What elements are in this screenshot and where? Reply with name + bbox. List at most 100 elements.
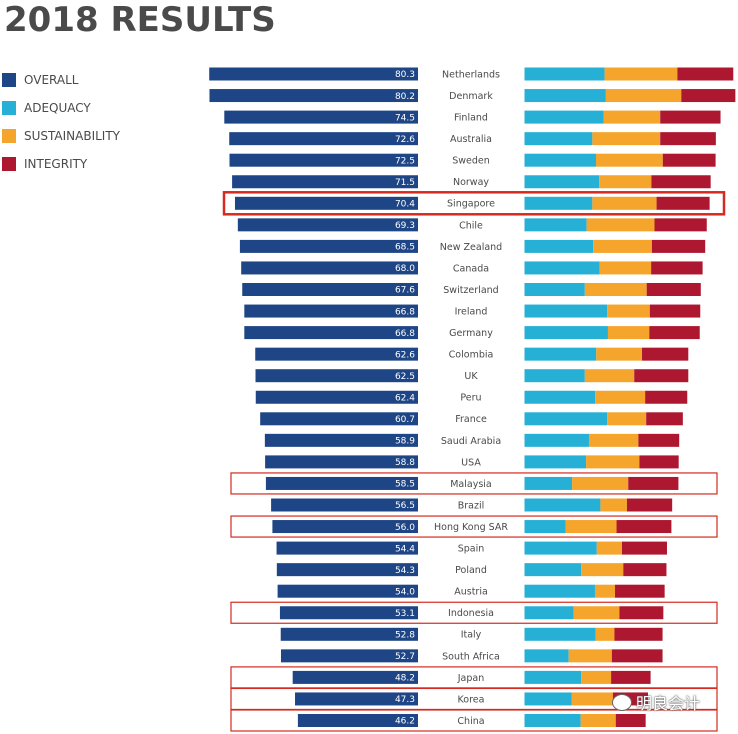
overall-value-label: 56.5 [395, 501, 415, 511]
overall-value-label: 67.6 [395, 286, 415, 296]
adequacy-segment-germany [524, 326, 608, 340]
adequacy-segment-indonesia [524, 606, 574, 620]
country-label-spain: Spain [458, 544, 485, 555]
overall-bar-canada [241, 261, 418, 275]
sustainability-segment-singapore [592, 196, 657, 210]
integrity-segment-south-africa [611, 649, 663, 663]
adequacy-segment-australia [524, 132, 593, 146]
integrity-segment-denmark [681, 89, 736, 103]
overall-bar-hong-kong-sar [272, 520, 418, 534]
overall-bar-singapore [234, 196, 418, 210]
overall-bar-saudi-arabia [264, 433, 418, 447]
adequacy-segment-sweden [524, 153, 596, 167]
adequacy-segment-korea [524, 692, 572, 706]
adequacy-segment-colombia [524, 347, 597, 361]
legend-label-sustainability: SUSTAINABILITY [24, 129, 121, 143]
integrity-segment-spain [622, 541, 667, 555]
adequacy-segment-usa [524, 455, 587, 469]
overall-value-label: 62.4 [395, 393, 415, 403]
integrity-segment-switzerland [646, 283, 701, 296]
overall-bar-colombia [255, 347, 418, 361]
overall-bar-ireland [244, 304, 418, 318]
country-label-norway: Norway [453, 177, 489, 188]
highlight-box-china [230, 709, 718, 732]
integrity-segment-poland [623, 563, 667, 577]
highlight-box-malaysia [230, 472, 718, 495]
integrity-segment-hong-kong-sar [616, 520, 672, 534]
page-title: 2018 RESULTS [4, 0, 276, 40]
overall-bar-china [297, 714, 418, 727]
overall-value-label: 71.5 [395, 178, 415, 188]
country-label-france: France [455, 414, 487, 425]
watermark: 明良会计 [612, 690, 700, 714]
country-label-sweden: Sweden [452, 156, 490, 167]
overall-bar-germany [244, 326, 418, 340]
country-label-usa: USA [461, 457, 481, 468]
overall-bar-south-africa [280, 649, 418, 663]
sustainability-segment-sweden [596, 153, 663, 167]
overall-bar-chile [237, 218, 418, 232]
adequacy-segment-brazil [524, 498, 601, 512]
country-label-malaysia: Malaysia [450, 479, 492, 490]
sustainability-segment-chile [586, 218, 655, 232]
overall-value-label: 60.7 [395, 415, 415, 425]
overall-value-label: 54.4 [395, 544, 415, 554]
legend-item-overall: OVERALL [2, 66, 120, 94]
overall-bar-korea [295, 692, 418, 706]
legend-swatch-integrity [2, 157, 16, 171]
adequacy-segment-malaysia [524, 476, 573, 490]
adequacy-segment-south-africa [524, 649, 569, 663]
integrity-segment-malaysia [628, 476, 679, 490]
country-label-hong-kong-sar: Hong Kong SAR [434, 522, 508, 533]
legend-label-adequacy: ADEQUACY [24, 101, 91, 115]
overall-value-label: 53.1 [395, 609, 415, 619]
overall-bar-spain [276, 541, 418, 555]
country-label-new-zealand: New Zealand [440, 242, 502, 253]
sustainability-segment-new-zealand [593, 239, 652, 253]
highlight-box-indonesia [230, 601, 718, 624]
overall-value-label: 47.3 [395, 695, 415, 705]
country-label-italy: Italy [461, 630, 482, 641]
legend-label-overall: OVERALL [24, 73, 79, 87]
overall-bar-malaysia [265, 476, 418, 490]
adequacy-segment-austria [524, 584, 595, 598]
adequacy-segment-finland [524, 110, 604, 124]
overall-value-label: 48.2 [395, 674, 415, 684]
integrity-segment-france [646, 412, 683, 426]
overall-value-label: 58.8 [395, 458, 415, 468]
sustainability-segment-netherlands [604, 67, 678, 81]
overall-value-label: 72.5 [395, 156, 415, 166]
country-label-peru: Peru [460, 393, 481, 404]
adequacy-segment-uk [524, 369, 585, 383]
legend-label-integrity: INTEGRITY [24, 157, 88, 171]
overall-bar-new-zealand [239, 239, 418, 253]
sustainability-segment-saudi-arabia [588, 433, 639, 447]
legend-swatch-sustainability [2, 129, 16, 143]
overall-value-label: 62.5 [395, 372, 415, 382]
integrity-segment-usa [639, 455, 679, 469]
country-label-denmark: Denmark [449, 91, 493, 102]
adequacy-segment-italy [524, 627, 596, 641]
sustainability-segment-peru [595, 390, 646, 404]
overall-value-label: 68.5 [395, 243, 415, 253]
legend-item-adequacy: ADEQUACY [2, 94, 120, 122]
integrity-segment-peru [645, 390, 688, 404]
overall-bar-netherlands [209, 67, 418, 81]
country-label-germany: Germany [449, 328, 493, 339]
overall-bar-austria [277, 584, 418, 598]
overall-bar-norway [232, 175, 418, 189]
overall-value-label: 68.0 [395, 264, 415, 274]
sustainability-segment-australia [592, 132, 661, 146]
legend-item-integrity: INTEGRITY [2, 150, 120, 178]
overall-value-label: 80.2 [395, 92, 415, 102]
overall-value-label: 69.3 [395, 221, 415, 231]
overall-bar-peru [255, 390, 418, 404]
overall-value-label: 56.0 [395, 523, 415, 533]
sustainability-segment-korea [571, 692, 613, 706]
sustainability-segment-norway [599, 175, 652, 189]
overall-bar-switzerland [242, 283, 418, 296]
sustainability-segment-indonesia [573, 606, 620, 620]
overall-bar-finland [224, 110, 418, 124]
integrity-segment-china [615, 714, 646, 727]
